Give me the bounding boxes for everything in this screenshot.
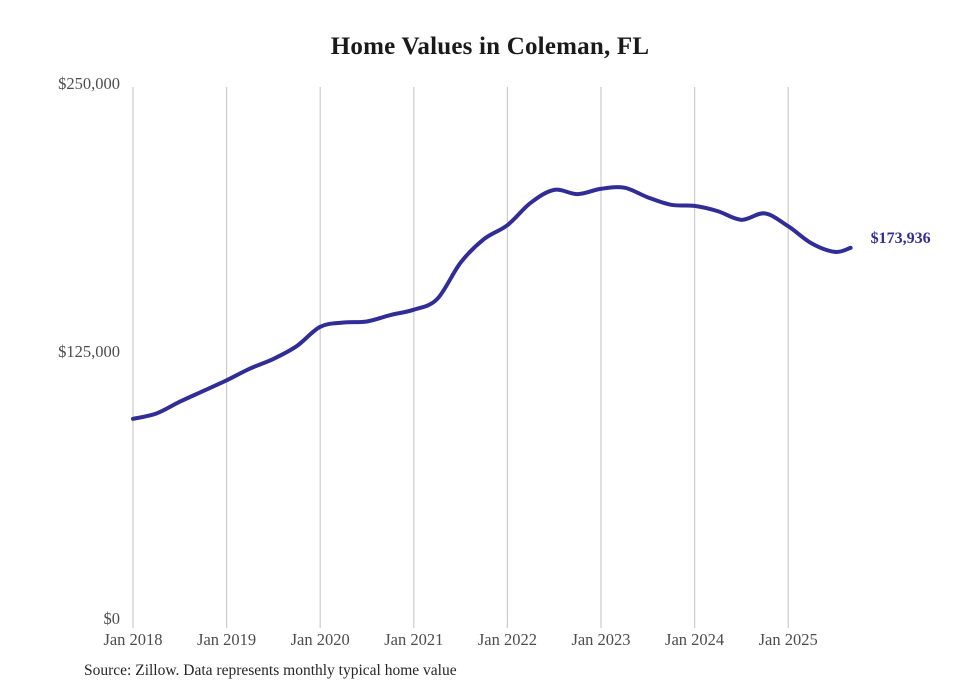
- x-axis-tick-label: Jan 2023: [571, 630, 631, 649]
- y-axis-tick-label: $125,000: [58, 341, 120, 361]
- series-end-value-label: $173,936: [870, 229, 931, 247]
- source-note: Source: Zillow. Data represents monthly …: [84, 662, 457, 679]
- x-axis-tick-label: Jan 2019: [197, 630, 257, 649]
- y-axis-tick-label: $250,000: [58, 74, 120, 93]
- page-title: Home Values in Coleman, FL: [330, 33, 650, 60]
- x-axis-tick-label: Jan 2025: [758, 630, 818, 649]
- x-axis-tick-label: Jan 2021: [384, 630, 444, 649]
- x-axis-tick-label: Jan 2020: [290, 630, 350, 649]
- gridlines: [132, 87, 789, 620]
- x-axis-tick-label: Jan 2022: [477, 630, 537, 649]
- x-axis-tick-label: Jan 2024: [665, 630, 725, 649]
- tick-marks: [132, 620, 789, 628]
- x-axis-tick-label: Jan 2018: [103, 630, 163, 649]
- y-axis-tick-label: $0: [103, 609, 121, 628]
- series-line-typical-home-value: [131, 185, 853, 421]
